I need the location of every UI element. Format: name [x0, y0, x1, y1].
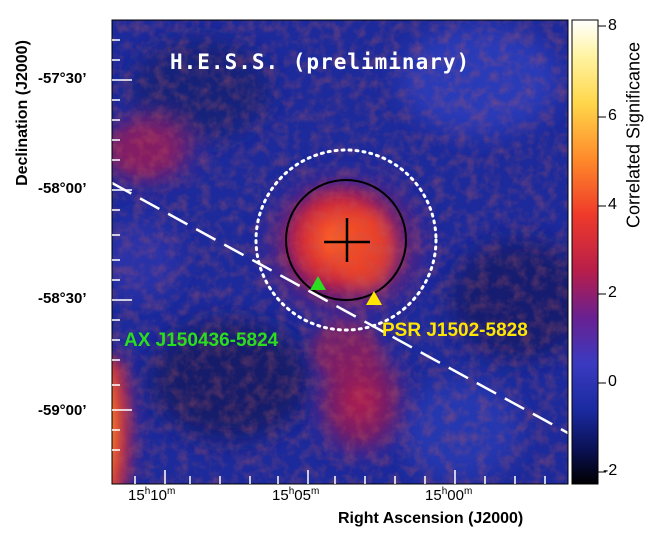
ra-hours: 15 [128, 487, 145, 504]
ax-source-label: AX J150436-5824 [124, 330, 279, 351]
ra-hours-unit: h [144, 486, 151, 497]
colorbar-tick-label: 6 [608, 107, 617, 124]
colorbar [571, 19, 599, 485]
ra-tick-marks [134, 470, 546, 484]
ra-minutes: 10 [150, 487, 167, 504]
ra-tick-label: 15h05m [272, 486, 319, 504]
colorbar-tick-label: 0 [608, 373, 617, 390]
colorbar-tick-label: 2 [608, 284, 617, 301]
dec-tick-label: -57°30’ [38, 70, 87, 87]
psr-source-label: PSR J1502-5828 [382, 320, 528, 341]
ra-hours: 15 [272, 487, 289, 504]
dec-tick-label: -59°00’ [38, 402, 87, 419]
ra-minutes-unit: m [166, 486, 176, 497]
dec-tick-marks [112, 39, 132, 451]
colorbar-ticks [598, 25, 606, 473]
colorbar-label: Correlated Significance [620, 20, 648, 250]
dec-tick-label: -58°30’ [38, 290, 87, 307]
ra-tick-label: 15h10m [128, 486, 175, 504]
psr-source-marker [366, 291, 382, 305]
x-axis-label: Right Ascension (J2000) [338, 510, 524, 527]
ra-hours-unit: h [288, 486, 295, 497]
colorbar-tick-label: -2 [603, 462, 618, 479]
ax-source-marker [310, 276, 326, 290]
plot-title: H.E.S.S. (preliminary) [170, 50, 471, 74]
ra-minutes-unit: m [463, 486, 473, 497]
ra-hours: 15 [425, 487, 442, 504]
y-axis-label: Declination (J2000) [14, 18, 32, 208]
colorbar-tick-label: 8 [608, 17, 617, 34]
y-axis-label-text: Declination (J2000) [14, 40, 31, 186]
ra-hours-unit: h [441, 486, 448, 497]
ra-minutes: 00 [447, 487, 464, 504]
colorbar-label-text: Correlated Significance [623, 41, 644, 229]
ra-minutes: 05 [294, 487, 311, 504]
colorbar-tick-label: 4 [608, 196, 617, 213]
ra-tick-label: 15h00m [425, 486, 472, 504]
dec-tick-label: -58°00’ [38, 180, 87, 197]
ra-minutes-unit: m [310, 486, 320, 497]
